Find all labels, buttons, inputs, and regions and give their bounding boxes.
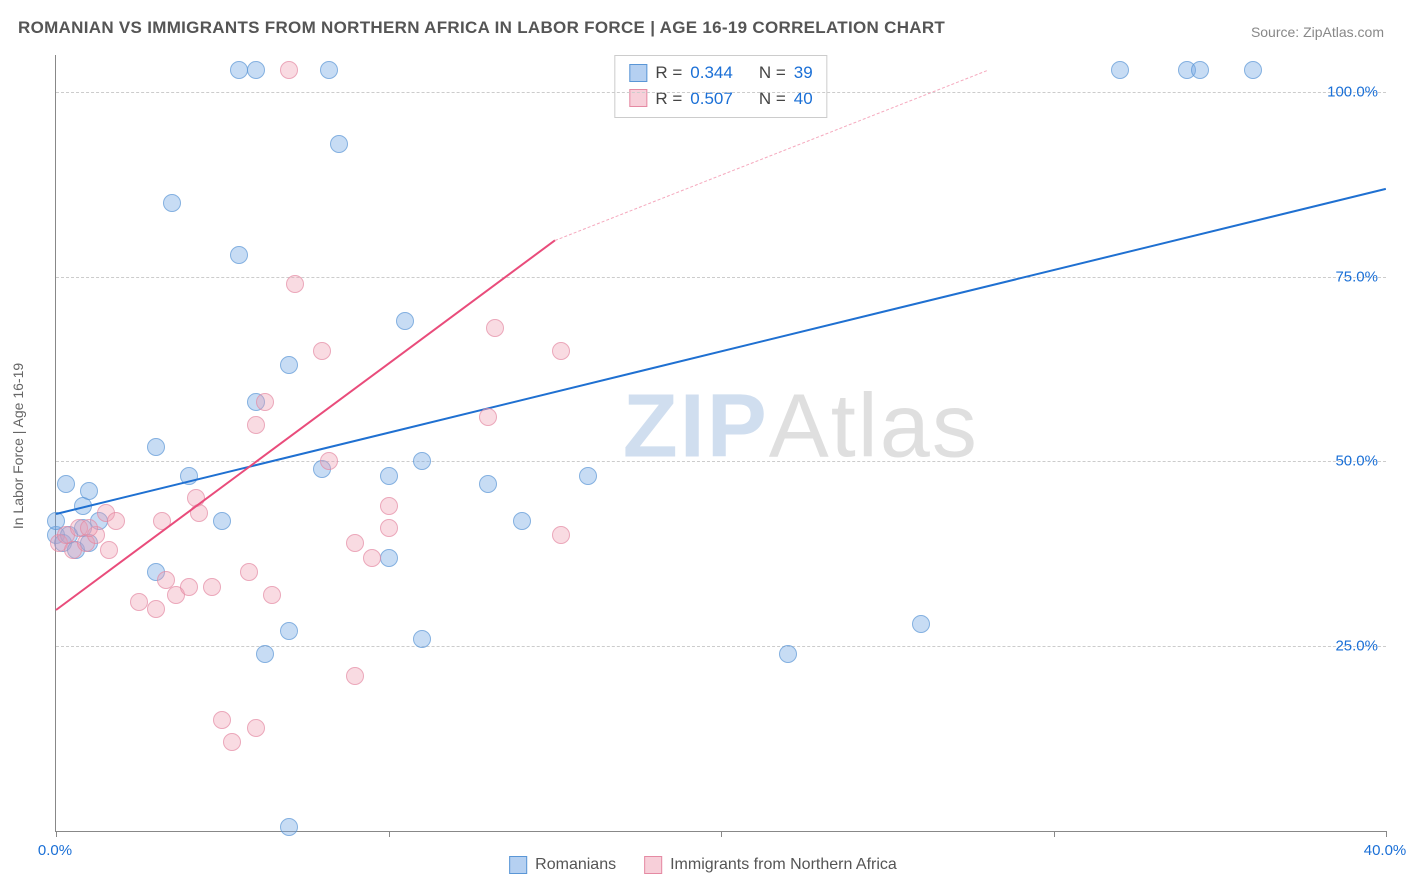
data-point — [363, 549, 381, 567]
data-point — [479, 475, 497, 493]
legend-item-immigrants: Immigrants from Northern Africa — [644, 856, 897, 874]
x-tick-label: 0.0% — [38, 842, 72, 859]
correlation-legend: R = 0.344 N = 39 R = 0.507 N = 40 — [614, 55, 827, 118]
chart-title: ROMANIAN VS IMMIGRANTS FROM NORTHERN AFR… — [18, 18, 945, 38]
trend-line — [55, 240, 555, 611]
data-point — [380, 497, 398, 515]
data-point — [130, 593, 148, 611]
swatch-blue-icon — [509, 856, 527, 874]
gridline — [56, 277, 1386, 278]
x-tick-label: 40.0% — [1364, 842, 1406, 859]
correlation-chart: ROMANIAN VS IMMIGRANTS FROM NORTHERN AFR… — [0, 0, 1406, 892]
n-value: 40 — [794, 86, 813, 112]
data-point — [80, 519, 98, 537]
data-point — [486, 319, 504, 337]
data-point — [346, 667, 364, 685]
data-point — [1111, 61, 1129, 79]
y-tick-label: 25.0% — [1335, 638, 1378, 655]
swatch-pink-icon — [644, 856, 662, 874]
data-point — [912, 615, 930, 633]
gridline — [56, 646, 1386, 647]
data-point — [147, 438, 165, 456]
data-point — [380, 519, 398, 537]
legend-item-romanians: Romanians — [509, 856, 616, 874]
data-point — [100, 541, 118, 559]
x-tick — [1054, 831, 1055, 837]
data-point — [552, 342, 570, 360]
data-point — [413, 630, 431, 648]
gridline — [56, 92, 1386, 93]
data-point — [107, 512, 125, 530]
legend-row-romanians: R = 0.344 N = 39 — [629, 60, 812, 86]
r-value: 0.344 — [690, 60, 733, 86]
series-legend: Romanians Immigrants from Northern Afric… — [509, 856, 897, 874]
data-point — [320, 452, 338, 470]
data-point — [479, 408, 497, 426]
data-point — [513, 512, 531, 530]
data-point — [413, 452, 431, 470]
data-point — [280, 61, 298, 79]
data-point — [240, 563, 258, 581]
data-point — [223, 733, 241, 751]
data-point — [280, 622, 298, 640]
y-tick-label: 50.0% — [1335, 453, 1378, 470]
data-point — [57, 475, 75, 493]
plot-area: ZIPAtlas R = 0.344 N = 39 R = 0.507 N = … — [55, 55, 1386, 832]
data-point — [380, 549, 398, 567]
data-point — [180, 578, 198, 596]
legend-row-immigrants: R = 0.507 N = 40 — [629, 86, 812, 112]
n-label: N = — [759, 60, 786, 86]
data-point — [80, 482, 98, 500]
n-label: N = — [759, 86, 786, 112]
data-point — [1191, 61, 1209, 79]
swatch-blue-icon — [629, 64, 647, 82]
data-point — [280, 356, 298, 374]
r-value: 0.507 — [690, 86, 733, 112]
data-point — [230, 61, 248, 79]
data-point — [1244, 61, 1262, 79]
data-point — [779, 645, 797, 663]
data-point — [230, 246, 248, 264]
data-point — [247, 61, 265, 79]
data-point — [256, 393, 274, 411]
y-tick-label: 100.0% — [1327, 83, 1378, 100]
data-point — [380, 467, 398, 485]
data-point — [203, 578, 221, 596]
data-point — [213, 711, 231, 729]
data-point — [163, 194, 181, 212]
data-point — [256, 645, 274, 663]
data-point — [346, 534, 364, 552]
x-tick — [721, 831, 722, 837]
watermark: ZIPAtlas — [623, 376, 979, 479]
data-point — [579, 467, 597, 485]
data-point — [280, 818, 298, 836]
data-point — [396, 312, 414, 330]
data-point — [213, 512, 231, 530]
y-tick-label: 75.0% — [1335, 268, 1378, 285]
data-point — [286, 275, 304, 293]
r-label: R = — [655, 86, 682, 112]
data-point — [247, 719, 265, 737]
data-point — [247, 416, 265, 434]
x-tick — [56, 831, 57, 837]
x-tick — [389, 831, 390, 837]
data-point — [552, 526, 570, 544]
trend-line — [56, 188, 1386, 515]
data-point — [320, 61, 338, 79]
x-tick — [1386, 831, 1387, 837]
data-point — [330, 135, 348, 153]
data-point — [147, 600, 165, 618]
data-point — [263, 586, 281, 604]
n-value: 39 — [794, 60, 813, 86]
y-axis-label: In Labor Force | Age 16-19 — [10, 363, 26, 529]
source-attribution: Source: ZipAtlas.com — [1251, 24, 1384, 40]
legend-label: Romanians — [535, 856, 616, 874]
data-point — [313, 342, 331, 360]
r-label: R = — [655, 60, 682, 86]
legend-label: Immigrants from Northern Africa — [670, 856, 897, 874]
